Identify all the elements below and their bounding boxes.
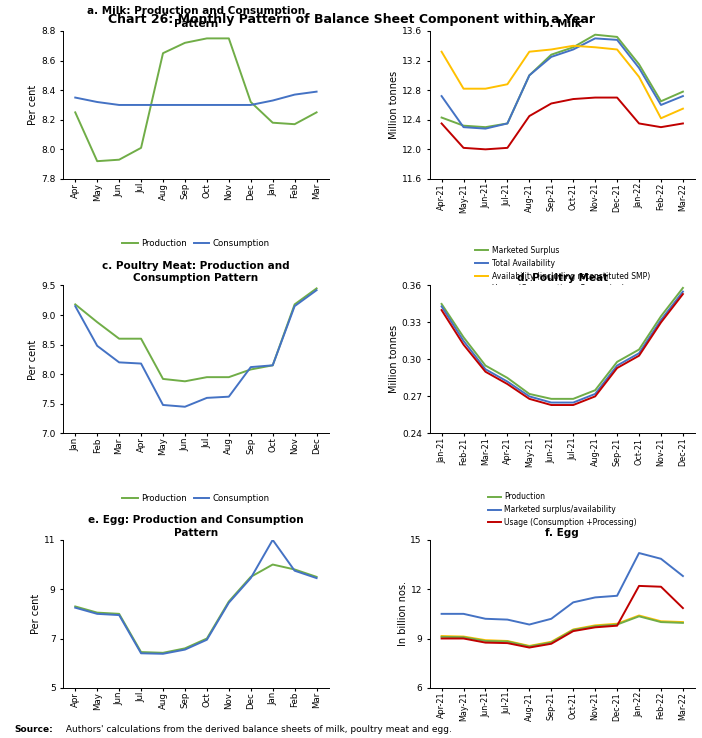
Legend: Production, Consumption: Production, Consumption bbox=[119, 235, 273, 252]
Y-axis label: In billion nos.: In billion nos. bbox=[397, 582, 408, 646]
Text: Chart 26: Monthly Pattern of Balance Sheet Component within a Year: Chart 26: Monthly Pattern of Balance She… bbox=[107, 13, 595, 27]
Title: a. Milk: Production and Consumption
Pattern: a. Milk: Production and Consumption Patt… bbox=[87, 7, 305, 29]
Y-axis label: Per cent: Per cent bbox=[32, 594, 41, 634]
Title: d. Poultry Meat: d. Poultry Meat bbox=[517, 273, 608, 283]
Y-axis label: Per cent: Per cent bbox=[28, 339, 39, 379]
Legend: Production, Marketed surplus/availability, Usage (Consumption +Processing): Production, Marketed surplus/availabilit… bbox=[484, 489, 640, 530]
Title: e. Egg: Production and Consumption
Pattern: e. Egg: Production and Consumption Patte… bbox=[88, 515, 304, 538]
Text: Source:: Source: bbox=[14, 725, 53, 734]
Title: f. Egg: f. Egg bbox=[545, 528, 579, 538]
Y-axis label: Million tonnes: Million tonnes bbox=[389, 71, 399, 139]
Title: c. Poultry Meat: Production and
Consumption Pattern: c. Poultry Meat: Production and Consumpt… bbox=[102, 261, 290, 283]
Y-axis label: Per cent: Per cent bbox=[28, 85, 39, 125]
Title: b. Milk: b. Milk bbox=[543, 19, 582, 29]
Y-axis label: Million tonnes: Million tonnes bbox=[389, 325, 399, 393]
Legend: Production, Consumption: Production, Consumption bbox=[119, 490, 273, 506]
Legend: Marketed Surplus, Total Availability, Availability (including reconstituted SMP): Marketed Surplus, Total Availability, Av… bbox=[472, 243, 653, 297]
Text: Authors' calculations from the derived balance sheets of milk, poultry meat and : Authors' calculations from the derived b… bbox=[63, 725, 452, 734]
